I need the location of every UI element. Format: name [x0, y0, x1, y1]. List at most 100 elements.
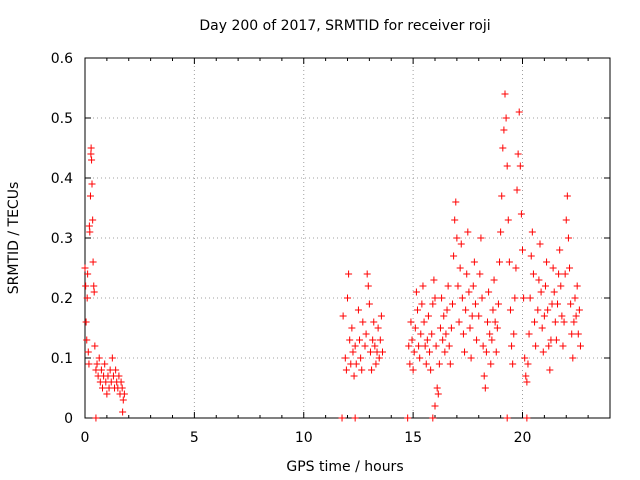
data-point [524, 360, 532, 368]
data-point [86, 192, 94, 200]
data-point [358, 366, 366, 374]
data-point [556, 246, 564, 254]
data-point [552, 336, 560, 344]
data-point [451, 216, 459, 224]
data-point [499, 144, 507, 152]
data-point [419, 282, 427, 290]
data-point [405, 342, 413, 350]
data-point [466, 324, 474, 332]
data-point [427, 366, 435, 374]
y-tick-label: 0.6 [51, 51, 73, 67]
data-point [537, 288, 545, 296]
data-point [457, 240, 465, 248]
y-axis-label: SRMTID / TECUs [6, 182, 22, 295]
data-point [404, 414, 412, 422]
data-point [576, 342, 584, 350]
x-tick-label: 5 [190, 430, 199, 446]
data-point [511, 294, 519, 302]
data-point [442, 330, 450, 338]
data-point [87, 144, 95, 152]
data-point [569, 354, 577, 362]
data-point [364, 282, 372, 290]
data-point [410, 348, 418, 356]
y-tick-label: 0.1 [51, 351, 73, 367]
data-point [536, 240, 544, 248]
data-point [435, 360, 443, 368]
data-point [559, 342, 567, 350]
data-point [447, 324, 455, 332]
data-point [412, 288, 420, 296]
data-point [501, 90, 509, 98]
data-point [342, 366, 350, 374]
data-point [555, 270, 563, 278]
data-point [450, 252, 458, 260]
data-point [504, 216, 512, 224]
data-point [91, 342, 99, 350]
data-point [428, 330, 436, 338]
data-point [560, 318, 568, 326]
data-point [414, 306, 421, 314]
data-point [86, 228, 94, 236]
data-point [103, 390, 111, 398]
data-point [487, 360, 495, 368]
data-point [517, 210, 525, 218]
data-point [503, 162, 511, 170]
data-point [439, 336, 447, 344]
data-point [120, 390, 128, 398]
data-point [573, 282, 581, 290]
y-tick-label: 0 [64, 411, 73, 427]
data-point [372, 360, 380, 368]
data-point [471, 300, 479, 308]
data-point [344, 294, 351, 302]
data-point [445, 342, 453, 350]
data-point [515, 108, 523, 116]
data-point [424, 312, 432, 320]
data-point [429, 414, 437, 422]
data-point [438, 294, 446, 302]
data-point [95, 354, 103, 362]
data-point [500, 126, 508, 134]
data-point [488, 336, 496, 344]
x-tick-label: 20 [514, 430, 532, 446]
data-point [468, 312, 476, 320]
data-point [443, 306, 451, 314]
data-point [440, 312, 448, 320]
data-point [376, 336, 384, 344]
data-point [446, 360, 454, 368]
data-point [411, 324, 419, 332]
data-point [516, 162, 524, 170]
data-point [432, 342, 440, 350]
data-point [377, 312, 385, 320]
data-point [429, 300, 437, 308]
data-point [348, 324, 356, 332]
data-point [87, 150, 95, 158]
data-point [554, 300, 561, 308]
data-point [528, 228, 536, 236]
data-point [567, 300, 575, 308]
data-point [525, 330, 533, 338]
data-point [119, 408, 127, 416]
data-point [484, 318, 491, 326]
data-point [431, 402, 439, 410]
data-point [89, 258, 97, 266]
data-point [475, 312, 483, 320]
x-tick-label: 0 [81, 430, 90, 446]
data-point [550, 288, 558, 296]
data-point [345, 270, 353, 278]
data-point [115, 372, 123, 380]
data-point [521, 354, 529, 362]
data-point [574, 330, 582, 338]
data-point [535, 276, 543, 284]
data-point [99, 384, 106, 392]
data-point [523, 414, 531, 422]
data-point [534, 306, 542, 314]
data-point [349, 348, 357, 356]
data-point [540, 312, 548, 320]
data-point [433, 384, 441, 392]
data-point [546, 366, 554, 374]
data-point [503, 414, 511, 422]
data-point [82, 282, 90, 290]
data-point [84, 348, 92, 356]
data-point [492, 348, 500, 356]
